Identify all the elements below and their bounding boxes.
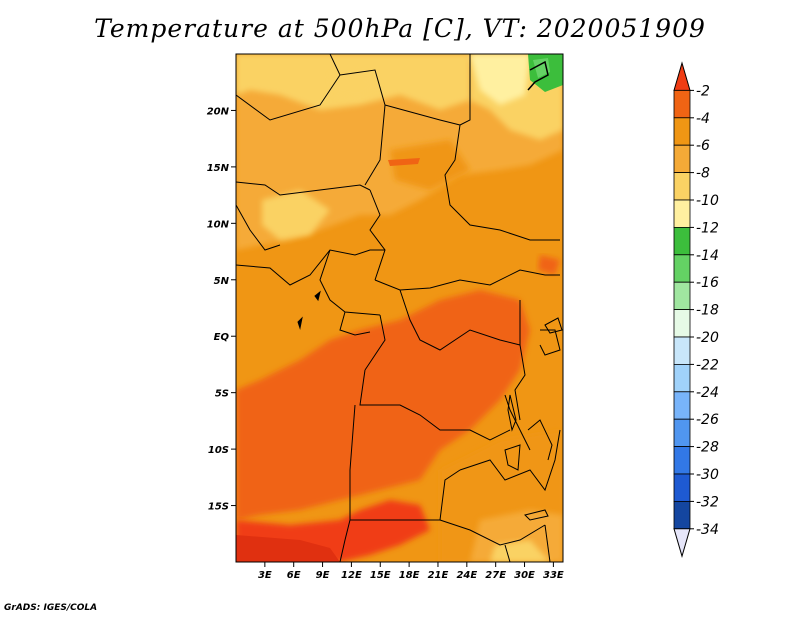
colorbar-top-arrow: [673, 61, 691, 91]
colorbar-swatch: [673, 309, 691, 338]
lat-tick-label: 20N: [207, 106, 230, 117]
colorbar-swatch: [673, 336, 691, 365]
colorbar-swatch: [673, 281, 691, 311]
page-title: Temperature at 500hPa [C], VT: 202005190…: [94, 14, 706, 43]
grads-credit: GrADS: IGES/COLA: [4, 603, 98, 613]
colorbar-swatch: [673, 117, 691, 146]
lat-tick-label: 10S: [208, 445, 229, 456]
colorbar-label: -30: [696, 467, 719, 483]
lon-tick-label: 21E: [428, 570, 449, 581]
lon-tick-label: 24E: [456, 570, 477, 581]
colorbar-swatch: [673, 500, 691, 530]
lon-tick-label: 3E: [258, 570, 272, 581]
lat-tick-label: 10N: [207, 219, 230, 230]
colorbar-label: -6: [696, 138, 710, 154]
colorbar-label: -14: [696, 248, 719, 264]
colorbar-label: -26: [696, 412, 719, 428]
lake-outlines: [504, 317, 563, 521]
colorbar-swatch: [673, 199, 691, 228]
lat-tick-label: 5N: [214, 276, 230, 287]
colorbar-swatch: [673, 391, 691, 420]
colorbar-swatch: [673, 446, 691, 475]
map-frame: [235, 53, 564, 563]
colorbar-label: -20: [696, 330, 719, 346]
colorbar-label: -28: [696, 440, 719, 456]
colorbar-label: -4: [696, 111, 710, 127]
colorbar-swatch: [673, 172, 691, 201]
colorbar-label: -12: [696, 220, 719, 236]
lon-tick-label: 9E: [316, 570, 330, 581]
lon-tick-label: 33E: [543, 570, 564, 581]
lat-tick-label: 15S: [208, 502, 229, 513]
colorbar-label: -16: [696, 275, 719, 291]
lat-tick-label: 5S: [215, 389, 229, 400]
colorbar-label: -2: [696, 83, 710, 99]
colorbar-swatch: [673, 90, 691, 119]
colorbar-bottom-arrow: [673, 528, 691, 558]
temperature-field: [236, 54, 563, 562]
lat-tick-label: EQ: [214, 332, 230, 343]
lon-tick-label: 30E: [514, 570, 535, 581]
lon-tick-label: 27E: [485, 570, 506, 581]
lat-tick-label: 15N: [207, 163, 230, 174]
colorbar-swatch: [673, 363, 691, 393]
lon-tick-label: 15E: [370, 570, 391, 581]
colorbar: -2 -4 -6 -8 -10 -12 -14 -16 -18 -20 -22 -24 -26 -28 -3…: [673, 61, 719, 558]
colorbar-swatch: [673, 418, 691, 448]
lon-tick-label: 18E: [399, 570, 420, 581]
colorbar-label: -18: [696, 303, 719, 319]
colorbar-swatch: [673, 226, 691, 256]
colorbar-swatch: [673, 144, 691, 173]
colorbar-label: -8: [696, 166, 710, 182]
latitude-axis: 20N 15N 10N 5N EQ 5S 10S 15S: [207, 106, 236, 513]
longitude-axis: 3E 6E 9E 12E 15E 18E 21E 24E 27E 30E 33E: [258, 562, 564, 581]
colorbar-label: -24: [696, 385, 719, 401]
lon-tick-label: 12E: [341, 570, 362, 581]
country-borders: [236, 54, 561, 562]
colorbar-label: -32: [696, 494, 719, 510]
colorbar-swatch: [673, 254, 691, 283]
colorbar-label: -34: [696, 522, 719, 538]
colorbar-label: -10: [696, 193, 719, 209]
colorbar-swatch: [673, 473, 691, 502]
lon-tick-label: 6E: [287, 570, 301, 581]
colorbar-label: -22: [696, 357, 719, 373]
